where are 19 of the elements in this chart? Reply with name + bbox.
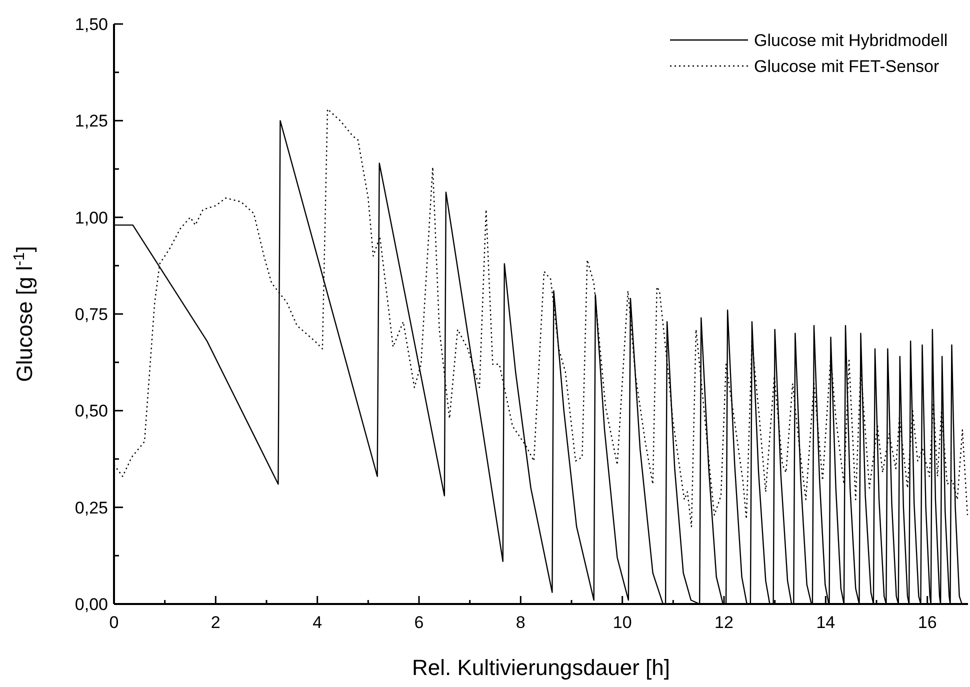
- y-tick-label: 0,50: [74, 402, 108, 421]
- legend-label: Glucose mit FET-Sensor: [754, 57, 940, 76]
- x-tick-label: 2: [210, 613, 220, 632]
- x-tick-label: 4: [312, 613, 322, 632]
- y-tick-label: 1,00: [74, 208, 108, 228]
- y-tick-label: 1,50: [74, 15, 108, 34]
- x-tick-label: 6: [414, 613, 424, 632]
- x-tick-label: 16: [918, 613, 937, 632]
- legend-label: Glucose mit Hybridmodell: [754, 31, 948, 50]
- x-tick-label: 14: [816, 613, 836, 632]
- y-tick-label: 1,25: [74, 112, 108, 131]
- x-axis-title: Rel. Kultivierungsdauer [h]: [412, 655, 670, 680]
- y-tick-label: 0,25: [74, 498, 108, 518]
- x-tick-label: 12: [714, 613, 734, 632]
- y-tick-label: 0,00: [74, 595, 108, 614]
- x-tick-label: 0: [109, 613, 119, 632]
- x-tick-label: 10: [612, 613, 632, 632]
- y-tick-label: 0,75: [74, 305, 108, 324]
- x-tick-label: 8: [516, 613, 526, 632]
